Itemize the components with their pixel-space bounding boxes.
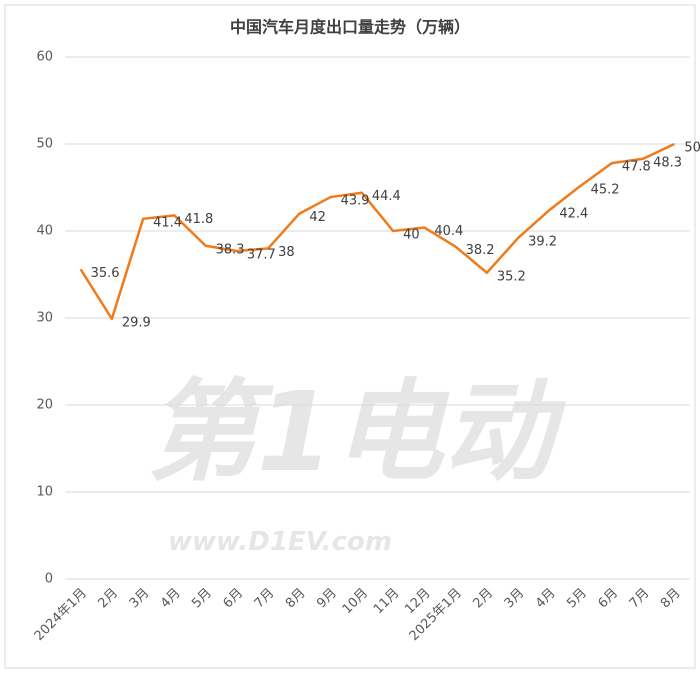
y-tick-label: 20 [36, 398, 53, 413]
watermark: 第1电动 www.D1EV.com [147, 368, 567, 557]
data-label: 42.4 [559, 207, 588, 222]
watermark-logo: 第1电动 [147, 368, 567, 496]
data-label: 41.8 [184, 212, 213, 227]
line [79, 142, 675, 321]
y-tick-label: 50 [36, 137, 53, 152]
data-label: 35.6 [91, 266, 120, 281]
data-label: 40 [403, 228, 420, 243]
chart-title: 中国汽车月度出口量走势（万辆） [230, 18, 470, 37]
y-tick-label: 0 [45, 572, 53, 587]
data-label: 35.2 [497, 269, 526, 284]
data-label: 45.2 [591, 182, 620, 197]
data-label: 37.7 [247, 248, 276, 263]
data-label: 38 [278, 245, 295, 260]
data-label: 44.4 [372, 189, 401, 204]
data-label: 48.3 [653, 155, 682, 170]
chart-border [4, 4, 696, 669]
data-label: 47.8 [622, 160, 651, 175]
watermark-url: www.D1EV.com [168, 527, 392, 557]
data-label: 38.3 [216, 242, 245, 257]
data-label: 50 [684, 141, 700, 156]
y-tick-label: 30 [36, 311, 53, 326]
y-tick-label: 60 [36, 50, 53, 65]
y-tick-label: 10 [36, 485, 53, 500]
data-label: 42 [309, 210, 326, 225]
data-label: 41.4 [153, 215, 182, 230]
data-label: 39.2 [528, 234, 557, 249]
data-label: 38.2 [466, 243, 495, 258]
data-label: 43.9 [341, 194, 370, 209]
data-label: 29.9 [122, 315, 151, 330]
data-label: 40.4 [434, 224, 463, 239]
y-tick-label: 40 [36, 224, 53, 239]
